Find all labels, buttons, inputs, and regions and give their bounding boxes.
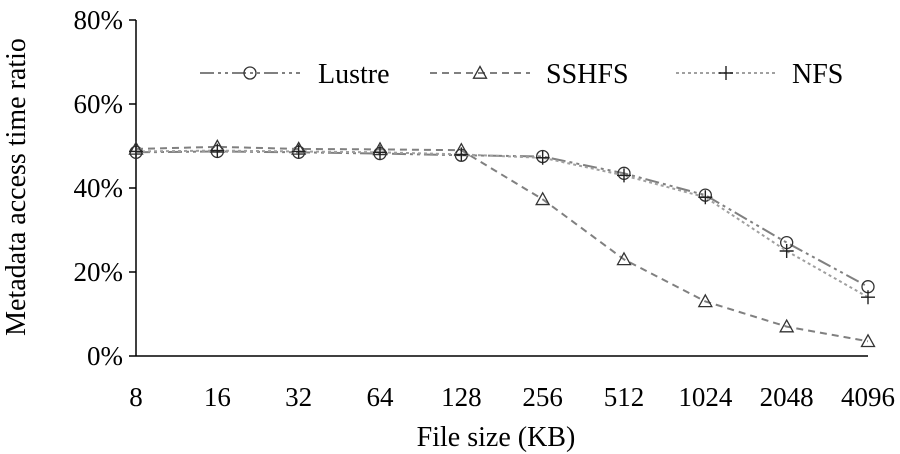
plot-frame (135, 20, 868, 357)
series-line (135, 145, 869, 343)
legend-label: Lustre (318, 59, 390, 90)
y-tick-label: 80% (74, 5, 124, 35)
legend: Lustre SSHFS NFS (200, 59, 843, 90)
x-tick-label: 1024 (678, 382, 733, 412)
data-point (779, 244, 794, 258)
data-point (129, 144, 143, 159)
x-tick-label: 16 (204, 382, 231, 412)
data-point (719, 66, 733, 80)
data-point (243, 66, 257, 80)
legend-label: SSHFS (546, 59, 629, 90)
data-point (373, 145, 387, 160)
y-axis-title: Metadata access time ratio (1, 38, 32, 336)
series-line (135, 150, 869, 288)
x-tick-label: 2048 (760, 382, 814, 412)
x-tick-label: 256 (522, 382, 563, 412)
data-point (535, 191, 551, 206)
series-line (135, 149, 869, 299)
series-sshfs (128, 139, 876, 348)
legend-label: NFS (792, 59, 843, 90)
x-tick-label: 8 (129, 382, 143, 412)
x-tick-label: 512 (604, 382, 645, 412)
y-tick-label: 60% (74, 89, 124, 119)
data-point (698, 190, 713, 205)
data-point (617, 168, 631, 183)
y-tick-label: 40% (74, 173, 124, 203)
y-tick-label: 0% (87, 341, 123, 371)
y-axis-ticks: 0% 20% 40% 60% 80% (74, 5, 136, 371)
x-tick-label: 128 (441, 382, 482, 412)
y-tick-label: 20% (74, 257, 124, 287)
x-axis-ticks: 8 16 32 64 128 256 512 1024 2048 4096 (129, 382, 895, 412)
x-tick-label: 32 (285, 382, 312, 412)
x-axis-title: File size (KB) (417, 422, 576, 453)
data-point (472, 65, 488, 79)
series-layer (128, 139, 876, 348)
data-point (210, 143, 225, 158)
series-lustre (129, 144, 875, 294)
data-point (291, 144, 306, 159)
legend-item-lustre: Lustre (200, 59, 390, 90)
data-point (779, 318, 795, 333)
data-point (535, 150, 550, 165)
x-tick-label: 4096 (841, 382, 895, 412)
data-point (454, 147, 469, 162)
legend-item-nfs: NFS (676, 59, 843, 90)
data-point (616, 251, 632, 266)
data-point (697, 293, 713, 308)
data-point (860, 333, 876, 348)
legend-item-sshfs: SSHFS (430, 59, 629, 90)
series-nfs (129, 143, 875, 305)
x-tick-label: 64 (367, 382, 395, 412)
data-point (861, 290, 875, 305)
